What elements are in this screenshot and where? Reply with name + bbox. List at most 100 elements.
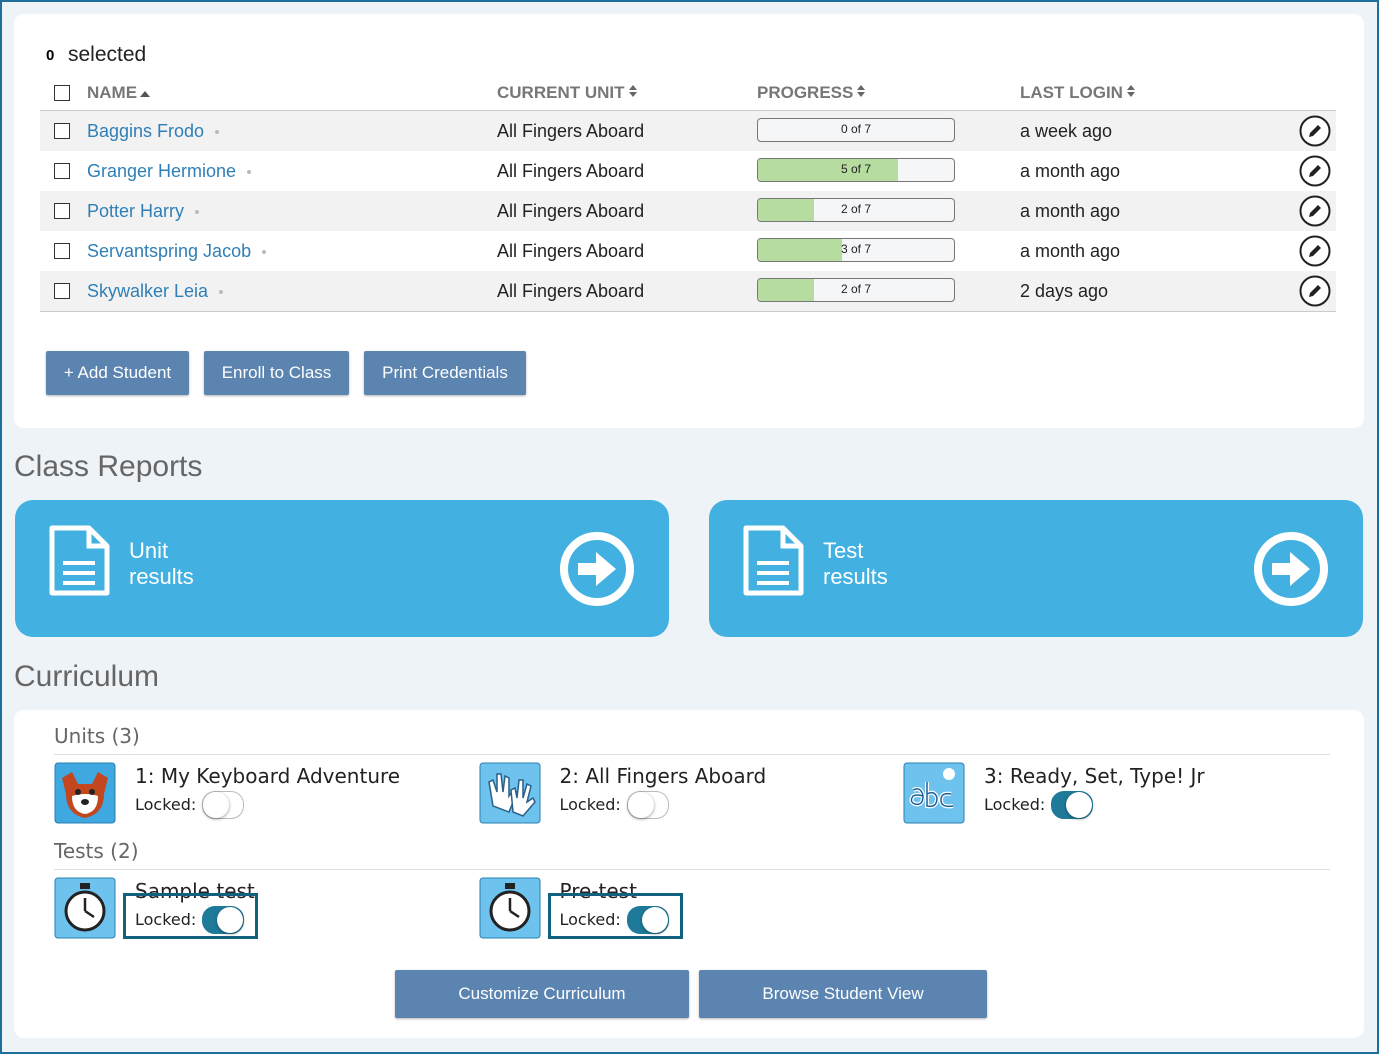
edit-button[interactable] <box>1299 235 1331 267</box>
item-title: 2: All Fingers Aboard <box>559 764 767 788</box>
edit-button[interactable] <box>1299 195 1331 227</box>
arrow-button[interactable] <box>1252 530 1330 608</box>
progress-label: 2 of 7 <box>840 202 872 216</box>
header-text: NAME <box>87 83 138 102</box>
edit-button[interactable] <box>1299 275 1331 307</box>
toggle-knob <box>641 907 668 933</box>
row-checkbox[interactable] <box>54 123 70 139</box>
progress-bar: 2 of 7 <box>757 198 955 222</box>
edit-button[interactable] <box>1299 155 1331 187</box>
current-unit: All Fingers Aboard <box>497 281 645 301</box>
current-unit: All Fingers Aboard <box>497 241 645 261</box>
toggle-knob <box>627 792 654 818</box>
lock-toggle[interactable] <box>626 791 669 819</box>
row-checkbox[interactable] <box>54 163 70 179</box>
edit-button-icon <box>1299 155 1331 187</box>
column-header[interactable]: LAST LOGIN <box>1020 83 1136 103</box>
toggle-knob <box>203 792 229 818</box>
unit-icon <box>54 877 116 939</box>
progress-bar: 2 of 7 <box>757 278 955 302</box>
current-unit: All Fingers Aboard <box>497 201 645 221</box>
table-row <box>40 271 1336 311</box>
progress-fill <box>758 239 842 261</box>
edit-button-icon <box>1299 115 1331 147</box>
table-row <box>40 231 1336 271</box>
arrow-button-icon <box>560 532 634 606</box>
section-title: Curriculum <box>14 660 160 693</box>
select-all[interactable] <box>54 85 70 101</box>
student-name[interactable]: Granger Hermione <box>87 161 237 181</box>
sort-arrow <box>1126 84 1136 103</box>
item-title: 1: My Keyboard Adventure <box>135 764 401 788</box>
unit-icon <box>54 762 116 824</box>
section-heading: Tests (2) <box>54 839 139 863</box>
column-header[interactable]: PROGRESS <box>757 83 866 103</box>
document-icon <box>49 525 111 597</box>
highlight-box <box>548 893 683 939</box>
report-card[interactable] <box>15 500 669 637</box>
action-button[interactable]: + Add Student <box>46 351 189 395</box>
curriculum-button[interactable]: Browse Student View <box>699 970 987 1018</box>
item-title: Sample test <box>135 879 255 903</box>
unit-icon <box>903 762 965 824</box>
student-name[interactable]: Baggins Frodo <box>87 121 205 141</box>
student-name[interactable]: Skywalker Leia <box>87 281 209 301</box>
report-title: results <box>129 564 194 589</box>
unit-icon-icon <box>903 762 965 824</box>
section-heading: Units (3) <box>54 724 140 748</box>
edit-button[interactable] <box>1299 115 1331 147</box>
selected-label: selected <box>68 43 147 66</box>
unit-icon <box>479 877 541 939</box>
progress-label: 5 of 7 <box>840 162 872 176</box>
edit-button-icon <box>1299 235 1331 267</box>
column-header[interactable]: CURRENT UNIT <box>497 83 638 103</box>
lock-toggle[interactable] <box>202 791 244 819</box>
edit-button-icon <box>1299 195 1331 227</box>
student-name[interactable]: Potter Harry <box>87 201 185 221</box>
table-row <box>40 191 1336 231</box>
sort-arrow <box>140 85 151 103</box>
document-icon-icon <box>743 525 804 596</box>
lock-toggle[interactable] <box>202 906 244 934</box>
last-login: a month ago <box>1020 161 1121 181</box>
last-login: a week ago <box>1020 121 1113 141</box>
divider <box>40 311 1336 312</box>
report-title: Unit <box>129 538 169 563</box>
header-text: LAST LOGIN <box>1020 83 1123 102</box>
student-name[interactable]: Servantspring Jacob <box>87 241 252 261</box>
status-dot <box>219 290 224 294</box>
highlight-box <box>123 893 258 939</box>
current-unit: All Fingers Aboard <box>497 161 645 181</box>
column-header[interactable]: NAME <box>87 83 151 103</box>
toggle-knob <box>1066 792 1092 818</box>
sort-arrow <box>856 84 866 103</box>
lock-toggle[interactable] <box>1051 791 1093 819</box>
action-button[interactable]: Enroll to Class <box>204 351 349 395</box>
item-title: Pre-test <box>559 879 637 903</box>
status-dot <box>247 170 252 174</box>
report-card[interactable] <box>709 500 1363 637</box>
last-login: a month ago <box>1020 201 1121 221</box>
progress-label: 3 of 7 <box>840 242 872 256</box>
row-checkbox[interactable] <box>54 243 70 259</box>
curriculum-button[interactable]: Customize Curriculum <box>395 970 689 1018</box>
header-text: CURRENT UNIT <box>497 83 625 102</box>
locked-label: Locked: <box>135 910 197 929</box>
row-checkbox[interactable] <box>54 203 70 219</box>
row-checkbox[interactable] <box>54 283 70 299</box>
arrow-button[interactable] <box>558 530 636 608</box>
progress-fill <box>758 159 898 181</box>
table-row <box>40 111 1336 151</box>
lock-toggle[interactable] <box>626 906 669 934</box>
unit-icon-icon <box>479 762 540 824</box>
last-login: 2 days ago <box>1020 281 1109 301</box>
progress-bar: 3 of 7 <box>757 238 955 262</box>
progress-fill <box>758 279 814 301</box>
progress-label: 2 of 7 <box>840 282 872 296</box>
status-dot <box>262 250 267 254</box>
locked-label: Locked: <box>984 795 1046 814</box>
section-title: Class Reports <box>14 450 203 483</box>
unit-icon-icon <box>479 877 540 939</box>
action-button[interactable]: Print Credentials <box>364 351 526 395</box>
